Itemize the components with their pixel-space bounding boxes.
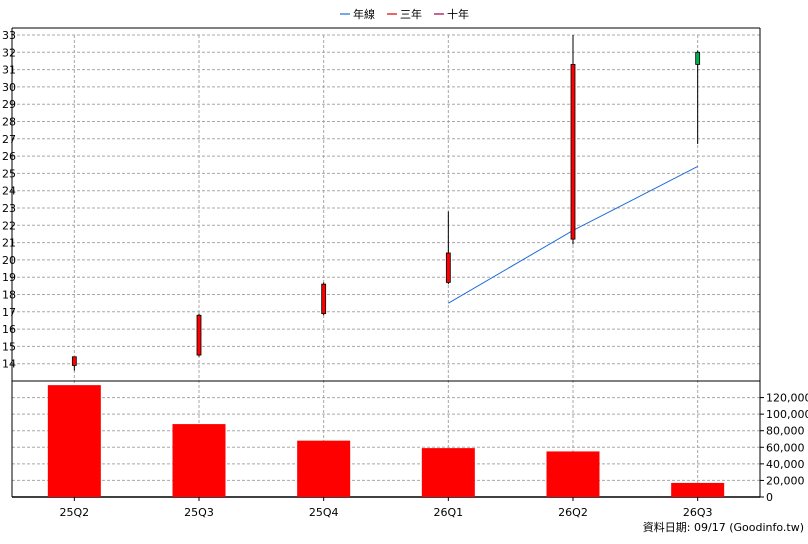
price-tick-label: 19 xyxy=(2,271,16,284)
price-tick-label: 30 xyxy=(2,81,16,94)
price-tick-label: 25 xyxy=(2,167,16,180)
volume-tick-label: 20,000 xyxy=(766,474,805,487)
legend-label-0: 年線 xyxy=(353,7,375,21)
volume-bar xyxy=(546,451,600,497)
price-tick-label: 24 xyxy=(2,185,16,198)
x-tick-label: 26Q2 xyxy=(558,506,588,519)
candle-body xyxy=(695,51,701,65)
volume-bar xyxy=(47,385,101,497)
candle-body xyxy=(321,283,327,314)
legend-label-2: 十年 xyxy=(447,7,469,21)
volume-tick-label: 0 xyxy=(766,491,773,504)
price-tick-label: 17 xyxy=(2,306,16,319)
candle-body xyxy=(570,64,576,240)
price-tick-label: 20 xyxy=(2,254,16,267)
x-tick-label: 25Q3 xyxy=(184,506,214,519)
volume-bar xyxy=(421,448,475,497)
price-tick-label: 18 xyxy=(2,289,16,302)
price-tick-label: 22 xyxy=(2,219,16,232)
price-tick-label: 23 xyxy=(2,202,16,215)
x-tick-label: 25Q4 xyxy=(309,506,339,519)
volume-tick-label: 80,000 xyxy=(766,425,805,438)
volume-bar xyxy=(671,482,725,497)
price-tick-label: 15 xyxy=(2,340,16,353)
volume-bar xyxy=(172,424,226,497)
price-tick-label: 14 xyxy=(2,358,16,371)
data-date-footer: 資料日期: 09/17 (Goodinfo.tw) xyxy=(643,520,804,534)
candlesticks xyxy=(71,35,701,371)
volume-tick-label: 40,000 xyxy=(766,458,805,471)
legend-label-1: 三年 xyxy=(400,7,422,21)
price-tick-label: 32 xyxy=(2,46,16,59)
axis-labels: 14 15 16 17 18 19 20 21 22 23 24 25 26 27 28 29 30 31 32 33… xyxy=(2,29,808,519)
price-tick-label: 27 xyxy=(2,133,16,146)
axes xyxy=(11,27,764,501)
legend: 年線 三年 十年 xyxy=(340,7,469,21)
price-tick-label: 33 xyxy=(2,29,16,42)
x-tick-label: 26Q1 xyxy=(434,506,464,519)
candle-body xyxy=(445,252,451,283)
price-tick-label: 31 xyxy=(2,64,16,77)
volume-bar xyxy=(297,440,351,497)
volume-tick-label: 60,000 xyxy=(766,441,805,454)
candle-body xyxy=(71,356,77,366)
x-tick-label: 25Q2 xyxy=(60,506,90,519)
price-tick-label: 21 xyxy=(2,237,16,250)
volume-tick-label: 100,000 xyxy=(766,408,808,421)
candle-body xyxy=(196,314,202,356)
gridlines xyxy=(12,34,760,497)
price-tick-label: 29 xyxy=(2,98,16,111)
price-tick-label: 28 xyxy=(2,116,16,129)
price-tick-label: 26 xyxy=(2,150,16,163)
volume-tick-label: 120,000 xyxy=(766,392,808,405)
x-tick-label: 26Q3 xyxy=(683,506,713,519)
price-tick-label: 16 xyxy=(2,323,16,336)
volume-bars xyxy=(47,385,725,497)
